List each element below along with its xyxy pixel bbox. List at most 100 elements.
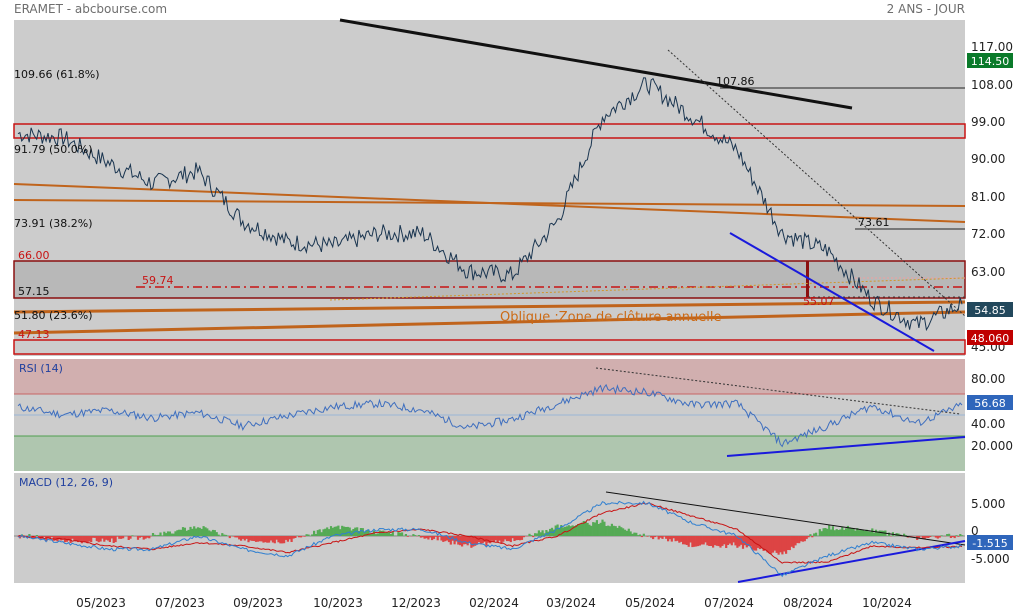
macd-histogram-bar: [584, 521, 587, 536]
macd-label: MACD (12, 26, 9): [19, 476, 113, 489]
macd-histogram-bar: [43, 536, 46, 537]
macd-histogram-bar: [290, 536, 293, 542]
blue-channel-line: [729, 232, 935, 352]
macd-histogram-bar: [243, 536, 246, 541]
macd-histogram-bar: [427, 536, 430, 540]
macd-histogram-bar: [35, 535, 38, 536]
macd-histogram-bar: [738, 536, 741, 547]
macd-histogram-bar: [852, 528, 855, 536]
macd-histogram-bar: [328, 529, 331, 536]
macd-histogram-bar: [172, 533, 175, 536]
macd-histogram-bar: [579, 524, 582, 536]
macd-tick: -5.000: [971, 552, 1010, 566]
price-tick: 90.00: [971, 152, 1005, 166]
macd-histogram-bar: [595, 520, 598, 536]
macd-histogram-bar: [800, 536, 803, 542]
macd-histogram-bar: [380, 530, 383, 536]
macd-histogram-bar: [155, 535, 158, 536]
macd-histogram-bar: [440, 536, 443, 541]
macd-histogram-bar: [221, 533, 224, 536]
long-downtrend-line: [339, 18, 853, 110]
macd-histogram-bar: [264, 536, 267, 543]
macd-histogram-bar: [238, 536, 241, 540]
macd-histogram-bar: [867, 531, 870, 536]
macd-histogram-bar: [794, 536, 797, 546]
macd-histogram-bar: [50, 536, 53, 538]
dotted-downtrend: [667, 49, 966, 317]
rsi-badge-text: 56.68: [974, 397, 1006, 410]
macd-histogram-bar: [58, 536, 61, 540]
macd-histogram-bar: [47, 536, 50, 538]
macd-histogram-bar: [590, 525, 593, 536]
macd-histogram-bar: [839, 529, 842, 536]
macd-histogram-bar: [324, 528, 327, 536]
macd-histogram-bar: [397, 532, 400, 536]
macd-histogram-bar: [732, 536, 735, 543]
macd-histogram-bar: [470, 536, 473, 548]
macd-histogram-bar: [159, 532, 162, 536]
fib-38-2-label: 73.91 (38.2%): [14, 217, 93, 230]
macd-badge: [967, 535, 1013, 550]
macd-histogram-bar: [260, 536, 263, 542]
macd-histogram-bar: [777, 536, 780, 555]
macd-histogram-bar: [766, 536, 769, 553]
macd-histogram-bar: [743, 536, 746, 546]
level-107-86-label: 107.86: [716, 75, 755, 88]
macd-histogram-bar: [468, 536, 471, 543]
x-tick: 10/2024: [862, 596, 912, 610]
macd-histogram-bar: [927, 536, 930, 538]
macd-histogram-bar: [678, 536, 681, 543]
macd-histogram-bar: [202, 526, 205, 536]
macd-histogram-bar: [118, 536, 121, 539]
macd-histogram-bar: [472, 536, 475, 547]
macd-histogram-bar: [622, 528, 625, 536]
macd-histogram-bar: [783, 536, 786, 552]
macd-histogram-bar: [844, 528, 848, 536]
price-tick: 63.00: [971, 265, 1005, 279]
macd-histogram-bar: [734, 536, 737, 546]
orange-trend-lower-1: [13, 300, 966, 314]
macd-histogram-bar: [668, 536, 672, 540]
macd-histogram-bar: [142, 536, 145, 540]
macd-histogram-bar: [423, 536, 426, 539]
macd-histogram-bar: [331, 527, 334, 536]
macd-histogram-bar: [957, 536, 960, 537]
macd-histogram-bar: [65, 536, 68, 542]
macd-histogram-bar: [786, 536, 790, 550]
macd-histogram-bar: [740, 536, 743, 545]
macd-histogram-bar: [32, 536, 35, 540]
fib-50-label: 91.79 (50.0%): [14, 143, 93, 156]
macd-histogram-bar: [84, 536, 87, 543]
macd-histogram-bar: [28, 534, 31, 536]
macd-histogram-bar: [558, 528, 561, 536]
macd-histogram-bar: [417, 535, 421, 536]
macd-histogram-bar: [762, 536, 765, 551]
macd-histogram-bar: [404, 534, 407, 536]
macd-histogram-bar: [756, 536, 760, 548]
x-tick: 10/2023: [313, 596, 363, 610]
chart-title: ERAMET - abcbourse.com: [14, 2, 167, 16]
level-73-61-label: 73.61: [858, 216, 890, 229]
orange-trend-lower-2: [13, 310, 966, 335]
x-axis: 05/2023 07/2023 09/2023 10/2023 12/2023 …: [76, 596, 912, 610]
macd-histogram-bar: [73, 536, 76, 541]
macd-histogram-bar: [620, 527, 623, 536]
macd-histogram-bar: [62, 536, 65, 540]
macd-histogram-bar: [753, 536, 756, 551]
macd-histogram-bar: [256, 536, 259, 542]
macd-histogram-bar: [389, 534, 392, 536]
macd-histogram-bar: [874, 529, 878, 536]
macd-histogram-bar: [640, 536, 643, 538]
macd-histogram-bar: [195, 528, 198, 536]
macd-histogram-bar: [554, 525, 557, 536]
price-badge-last-text: 54.85: [974, 304, 1006, 317]
macd-histogram-bar: [708, 536, 711, 546]
level-57-15-label: 57.15: [18, 285, 50, 298]
macd-histogram-bar: [268, 536, 271, 543]
macd-histogram-bar: [374, 534, 377, 536]
macd-axis: 5.000 0 -5.000 -1.515: [967, 497, 1013, 566]
macd-histogram-bar: [719, 536, 722, 548]
macd-histogram-bar: [254, 536, 258, 542]
macd-histogram-bar: [183, 527, 186, 536]
macd-histogram-bar: [822, 528, 825, 536]
